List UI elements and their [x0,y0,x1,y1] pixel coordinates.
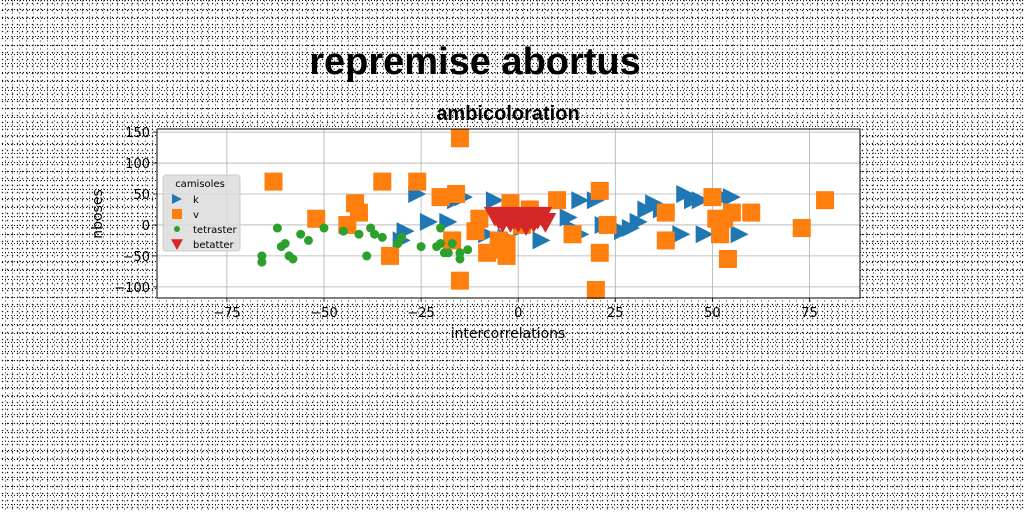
data-point-tetraster [370,229,380,239]
data-point-tetraster [447,239,457,249]
data-point-v [408,172,427,191]
legend-marker-betatter [171,239,183,250]
data-point-tetraster [303,235,313,245]
data-point-tetraster [257,251,267,261]
legend-label-tetraster: tetraster [193,225,238,236]
data-point-v [598,215,617,234]
data-point-betatter [514,209,537,230]
data-point-tetraster [416,242,426,252]
data-point-v [711,225,730,244]
x-tick-label: 0 [514,306,522,321]
data-point-v [703,188,722,207]
x-tick-label: 50 [704,306,721,321]
data-point-k [485,191,504,210]
y-tick-label: −50 [123,250,150,265]
data-point-k [722,188,741,207]
data-point-v [381,246,400,265]
plot-frame [156,128,861,299]
data-point-k [695,225,714,244]
data-point-v [470,209,489,228]
y-tick-label: 0 [142,219,150,234]
data-point-v [548,191,567,210]
y-tick-label: 150 [125,126,150,141]
y-tick-label: 50 [133,188,150,203]
data-point-betatter [534,213,557,233]
data-point-k [629,212,648,231]
data-point-v [816,191,835,210]
data-point-v [590,181,609,200]
x-tick-label: −75 [213,306,240,321]
data-point-tetraster [319,223,329,233]
series-betatter [483,206,557,236]
data-point-k [691,191,710,210]
data-point-tetraster [443,248,453,258]
data-point-tetraster [397,232,407,242]
data-point-tetraster [463,245,473,255]
y-axis-label: nboses [90,189,106,239]
data-point-v [450,129,469,148]
data-point-tetraster [455,254,465,264]
data-point-v [373,172,392,191]
data-point-v [450,271,469,290]
figure-title: repremise abortus [309,41,641,83]
data-point-tetraster [272,223,282,233]
data-point-tetraster [436,239,446,249]
legend-items: kv tetraster betatter [171,194,238,251]
data-point-tetraster [280,239,290,249]
data-point-tetraster [296,229,306,239]
y-tick-label: −100 [114,281,150,296]
data-point-tetraster [338,226,348,236]
data-point-v [349,203,368,222]
legend-title: camisoles [175,179,225,190]
data-point-betatter [491,209,514,230]
legend-marker-v [172,209,182,219]
data-point-k [419,212,438,231]
data-point-v [742,203,761,222]
data-point-tetraster [455,248,465,258]
chart-title: ambicoloration [436,103,579,125]
data-point-v [792,219,811,238]
data-point-k [730,225,749,244]
data-point-tetraster [257,257,267,267]
data-point-v [307,209,326,228]
data-point-v [722,203,741,222]
legend: camisoles kv tetraster betatter [162,174,241,252]
data-point-tetraster [288,254,298,264]
data-point-v [586,280,605,299]
data-marks [257,129,835,299]
legend-box [162,174,241,252]
data-point-v [590,243,609,262]
x-axis-label: intercorrelations [451,326,566,342]
x-tick-label: 25 [607,306,624,321]
data-point-k [532,231,551,250]
data-point-v [656,203,675,222]
data-point-tetraster [377,232,387,242]
data-point-v [718,250,737,268]
data-point-v [431,188,450,207]
legend-marker-k [172,194,182,204]
data-point-v [497,234,516,253]
data-point-v [656,231,675,250]
x-tick-label: −25 [407,306,434,321]
y-axis-ticks: −100 −50 0 50 100 150 [114,126,157,296]
data-point-tetraster [362,251,372,261]
data-point-v [447,185,466,203]
data-point-k [571,191,590,210]
legend-label-v: v [193,210,199,221]
data-point-tetraster [436,223,446,233]
x-tick-label: 75 [801,306,818,321]
data-point-v [563,225,582,244]
legend-label-betatter: betatter [193,240,235,251]
y-tick-label: 100 [125,157,150,172]
legend-marker-tetraster [174,226,180,232]
x-axis-ticks: −75 −50 −25 0 25 50 75 [213,298,818,321]
legend-label-k: k [193,195,199,206]
x-tick-label: −50 [310,306,337,321]
data-point-k [672,225,691,244]
data-point-v [264,172,283,191]
data-point-tetraster [354,229,364,239]
series-tetraster [257,223,473,267]
